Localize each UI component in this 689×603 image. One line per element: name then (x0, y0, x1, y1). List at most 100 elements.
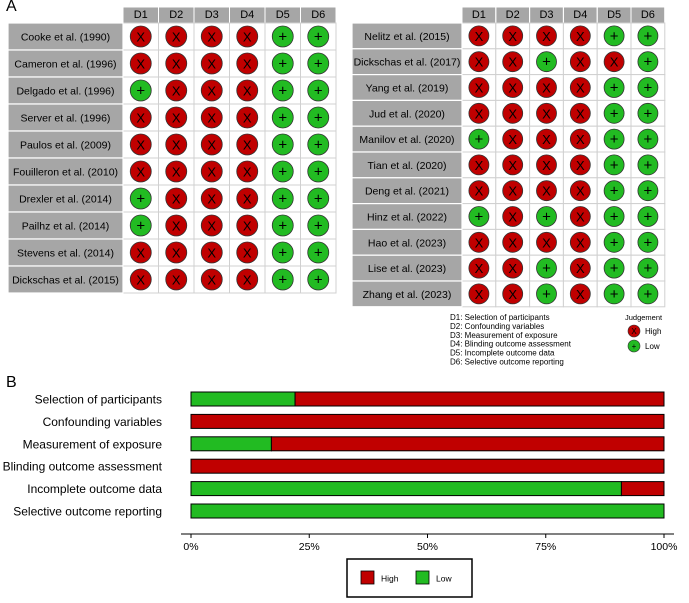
high-risk-marker (200, 25, 223, 48)
study-name-cell (7, 157, 124, 186)
x-icon: X (542, 81, 551, 96)
x-icon: X (243, 246, 252, 261)
high-risk-marker (165, 133, 188, 156)
high-risk-marker (165, 52, 188, 75)
low-risk-marker (603, 102, 625, 124)
plus-icon: + (644, 105, 653, 122)
x-icon: X (172, 219, 181, 234)
study-name: Hao et al. (2023) (368, 237, 446, 249)
high-risk-marker (236, 187, 259, 210)
high-risk-marker (236, 106, 259, 129)
high-risk-marker (200, 268, 223, 291)
x-icon: X (508, 81, 517, 96)
high-risk-marker (468, 231, 490, 253)
low-risk-marker (271, 106, 294, 129)
x-icon: X (243, 273, 252, 288)
low-risk-marker (637, 102, 659, 124)
plus-icon: + (278, 29, 287, 46)
high-risk-marker (165, 187, 188, 210)
domain-header-label: D2 (169, 9, 183, 21)
high-risk-marker (569, 128, 591, 150)
high-risk-marker (502, 128, 524, 150)
study-name-cell (351, 22, 463, 50)
x-icon: X (136, 138, 145, 153)
domain-header-label: D6 (641, 9, 655, 21)
x-icon: X (136, 165, 145, 180)
plus-icon: + (475, 209, 484, 226)
x-icon: X (475, 55, 484, 70)
x-icon: X (508, 210, 517, 225)
low-risk-marker (603, 257, 625, 279)
study-name: Hinz et al. (2022) (367, 212, 447, 224)
plus-icon: + (644, 157, 653, 174)
x-tick-label: 25% (299, 541, 320, 553)
low-risk-marker (468, 206, 490, 227)
plus-icon: + (278, 218, 287, 235)
bar-segment-high (620, 481, 665, 497)
plus-icon: + (314, 191, 323, 208)
high-risk-marker (569, 51, 591, 73)
bar-segment-high (294, 391, 665, 407)
x-icon: X (508, 29, 517, 44)
low-risk-marker (307, 79, 330, 102)
plus-icon: + (278, 137, 287, 154)
x-icon: X (172, 273, 181, 288)
study-name: Server et al. (1996) (21, 113, 111, 125)
domain-header-label: D6 (311, 9, 325, 21)
x-icon: X (508, 184, 517, 199)
plus-icon: + (278, 164, 287, 181)
high-risk-marker (129, 25, 152, 48)
high-risk-marker (129, 160, 152, 183)
high-risk-marker (165, 268, 188, 291)
high-risk-marker (569, 206, 591, 227)
x-icon: X (207, 84, 216, 99)
study-name-cell (351, 73, 463, 101)
plus-icon: + (542, 286, 551, 303)
x-icon: X (207, 57, 216, 72)
study-name: Stevens et al. (2014) (17, 248, 114, 260)
high-risk-marker (468, 51, 490, 73)
low-risk-marker (307, 106, 330, 129)
high-risk-marker (200, 187, 223, 210)
domain-key-line: D4: Blinding outcome assessment (450, 340, 572, 349)
low-risk-marker (307, 25, 330, 48)
x-icon: X (207, 246, 216, 261)
x-icon: X (207, 30, 216, 45)
plus-icon: + (542, 209, 551, 226)
low-risk-marker (603, 128, 625, 150)
x-icon: X (508, 106, 517, 121)
legend-high-marker (627, 324, 641, 338)
plus-icon: + (644, 209, 653, 226)
plus-icon: + (278, 245, 287, 262)
plus-icon: + (314, 272, 323, 289)
low-risk-marker (603, 154, 625, 176)
domain-key-line: D6: Selective outcome reporting (450, 358, 564, 367)
bar-segment-high (190, 413, 665, 429)
high-risk-marker (200, 241, 223, 264)
study-name-cell (7, 130, 124, 159)
high-risk-marker (200, 79, 223, 102)
x-icon: X (508, 132, 517, 147)
high-risk-marker (236, 241, 259, 264)
x-icon: X (172, 111, 181, 126)
high-risk-marker (200, 160, 223, 183)
low-risk-marker (536, 283, 557, 305)
plus-icon: + (136, 83, 145, 100)
low-risk-marker (271, 214, 294, 237)
plus-icon: + (278, 272, 287, 289)
study-name: Manilov et al. (2020) (359, 134, 454, 146)
name-column-border (7, 22, 124, 294)
x-icon: X (475, 261, 484, 276)
study-name: Paulos et al. (2009) (20, 140, 111, 152)
legend-label: Low (436, 574, 452, 584)
x-icon: X (576, 287, 585, 302)
domain-key-line: D1: Selection of participants (450, 313, 550, 322)
high-risk-marker (569, 102, 591, 124)
domain-header-label: D3 (205, 9, 219, 21)
domain-header-label: D3 (539, 9, 553, 21)
high-risk-marker (236, 268, 259, 291)
category-label: Measurement of exposure (23, 437, 163, 451)
category-label: Confounding variables (43, 415, 162, 429)
study-name: Jud et al. (2020) (369, 108, 445, 120)
